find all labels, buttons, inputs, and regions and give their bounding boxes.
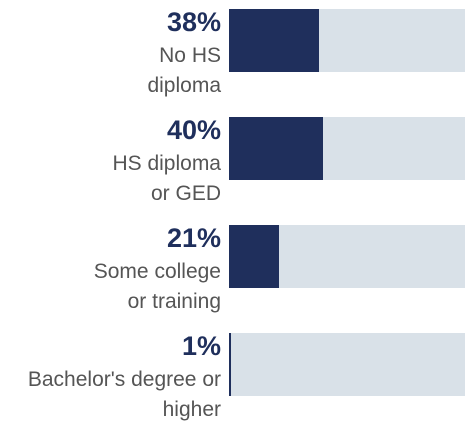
- value-label: 1%: [181, 331, 221, 361]
- bar: [229, 117, 324, 180]
- value-label: 38%: [166, 7, 221, 37]
- bar-track: [229, 225, 465, 288]
- bar-track: [229, 117, 465, 180]
- bar: [229, 333, 232, 396]
- bar: [229, 225, 279, 288]
- value-label: 40%: [166, 115, 221, 145]
- category-label: HS diploma or GED: [112, 152, 221, 205]
- category-label: Bachelor's degree or higher: [27, 368, 221, 421]
- bar-track: [229, 333, 465, 396]
- category-label: No HS diploma: [147, 44, 221, 97]
- bar-track: [229, 9, 465, 72]
- category-label: Some college or training: [93, 260, 221, 313]
- value-label: 21%: [166, 223, 221, 253]
- bar: [229, 9, 319, 72]
